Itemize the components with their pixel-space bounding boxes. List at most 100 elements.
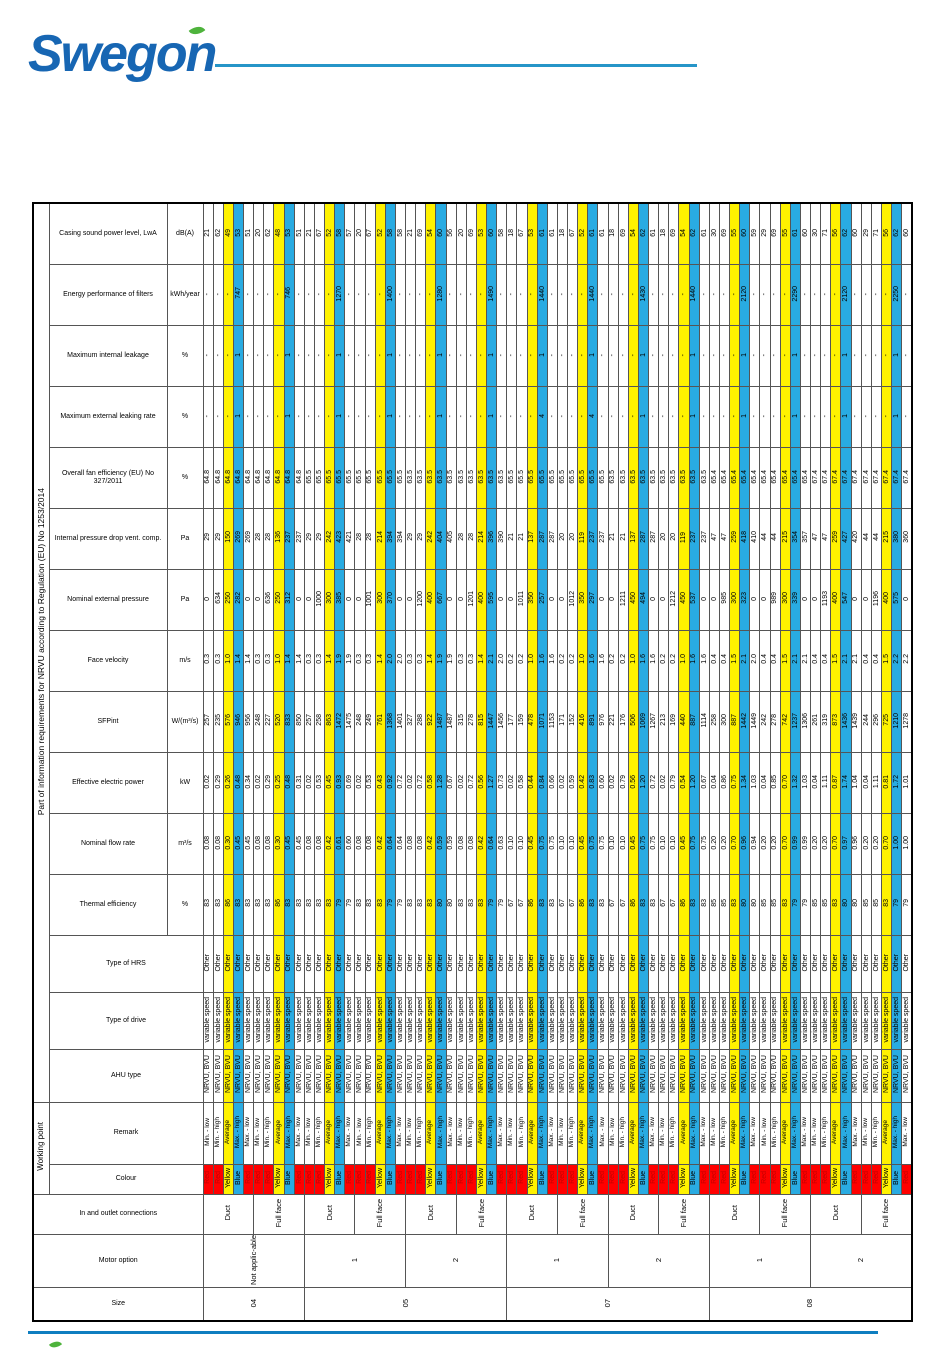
stripe-cell-mi: - xyxy=(526,324,538,387)
stripe-cell-sfp: 258 xyxy=(708,690,720,753)
stripe-cell-fe: 67.4 xyxy=(860,446,872,509)
band-row-np: Nominal external pressure Pa 0 634 250 282 0 0 6… xyxy=(33,568,913,631)
stripe-cell-ip: 360 xyxy=(901,507,913,570)
stripe-cell-ip: 21 xyxy=(607,507,619,570)
stripe-cell-me: 1 xyxy=(435,385,447,448)
stripe-cell-ahu: NRVU, BVU xyxy=(496,1048,508,1103)
stripe-cell-me: - xyxy=(809,385,822,448)
stripe-cell-casing: 18 xyxy=(658,202,670,265)
stripe-cell-pw: 0.79 xyxy=(617,751,629,814)
stripe-cell-fe: 67.4 xyxy=(820,446,832,509)
conn-cell: Duct xyxy=(303,1193,356,1235)
stripe-cell-drive: variable speed xyxy=(880,991,893,1050)
stripe-cell-remark: Max. - high xyxy=(232,1101,245,1165)
stripe-cell-fv: 1.6 xyxy=(688,629,700,692)
stripe-cell-ahu: NRVU, BVU xyxy=(212,1048,224,1103)
stripe-cell-ip: 47 xyxy=(718,507,731,570)
stripe-cell-te: 83 xyxy=(830,873,842,936)
colour-cell: Red xyxy=(445,1163,457,1195)
stripe-cell-fe: 65.4 xyxy=(779,446,791,509)
stripe-cell-energy: 1440 xyxy=(587,263,599,326)
colour-cell: Yellow xyxy=(526,1163,538,1195)
stripe-cell-hrs: Other xyxy=(232,934,245,993)
stripe-cell-sfp: 1442 xyxy=(739,690,751,753)
stripe-cell-fl: 0.20 xyxy=(809,812,822,875)
stripe-cell-fe: 64.8 xyxy=(273,446,285,509)
stripe-cell-sfp: 288 xyxy=(415,690,427,753)
stripe-cell-pw: 0.58 xyxy=(516,751,528,814)
stripe-cell-drive: variable speed xyxy=(708,991,720,1050)
stripe-cell-remark: Min. - low xyxy=(506,1101,518,1165)
stripe-cell-energy: - xyxy=(718,263,731,326)
stripe-cell-fv: 2.0 xyxy=(496,629,508,692)
stripe-cell-casing: 54 xyxy=(627,202,639,265)
stripe-cell-energy: - xyxy=(769,263,781,326)
colour-cell: Red xyxy=(364,1163,376,1195)
stripe-cell-sfp: 1368 xyxy=(384,690,396,753)
stripe-cell-pw: 1.11 xyxy=(820,751,832,814)
stripe-cell-fe: 64.8 xyxy=(283,446,295,509)
stripe-cell-me: - xyxy=(850,385,862,448)
stripe-cell-mi: - xyxy=(212,324,224,387)
stripe-cell-energy: - xyxy=(759,263,771,326)
stripe-cell-me: - xyxy=(425,385,437,448)
stripe-cell-hrs: Other xyxy=(870,934,882,993)
stripe-cell-hrs: Other xyxy=(313,934,326,993)
stripe-cell-energy: - xyxy=(354,263,366,326)
stripe-cell-fl: 0.63 xyxy=(496,812,508,875)
stripe-cell-drive: variable speed xyxy=(739,991,751,1050)
stripe-cell-fv: 0.4 xyxy=(860,629,872,692)
colour-cell: Red xyxy=(394,1163,407,1195)
stripe-cell-fe: 65.5 xyxy=(323,446,336,509)
band-row-te: Thermal efficiency% 83 83 86 83 83 83 83 86 83 83 8… xyxy=(33,873,913,936)
stripe-cell-te: 79 xyxy=(901,873,913,936)
stripe-cell-me: - xyxy=(415,385,427,448)
conn-cell: Duct xyxy=(405,1193,457,1235)
stripe-cell-sfp: 1449 xyxy=(749,690,761,753)
stripe-cell-np: 0 xyxy=(344,568,356,631)
stripe-cell-te: 83 xyxy=(698,873,710,936)
stripe-cell-sfp: 863 xyxy=(323,690,336,753)
stripe-cell-fv: 0.2 xyxy=(506,629,518,692)
stripe-cell-energy: - xyxy=(445,263,457,326)
stripe-cell-me: 1 xyxy=(688,385,700,448)
stripe-cell-fe: 65.5 xyxy=(546,446,558,509)
stripe-cell-te: 83 xyxy=(637,873,650,936)
stripe-cell-remark: Max. - high xyxy=(840,1101,852,1165)
stripe-cell-hrs: Other xyxy=(536,934,548,993)
stripe-cell-te: 80 xyxy=(840,873,852,936)
stripe-cell-fl: 0.99 xyxy=(789,812,801,875)
stripe-cell-me: - xyxy=(303,385,315,448)
stripe-cell-ip: 405 xyxy=(445,507,457,570)
stripe-cell-remark: Min. - low xyxy=(759,1101,771,1165)
stripe-cell-mi: - xyxy=(475,324,488,387)
stripe-cell-mi: - xyxy=(678,324,690,387)
stripe-cell-fl: 0.75 xyxy=(647,812,660,875)
band-row-fl: Nominal flow rate m³/s 0.08 0.08 0.30 0.45 0.4… xyxy=(33,812,913,875)
stripe-cell-mi: - xyxy=(344,324,356,387)
band-row-size: Size 04 05 07 08 xyxy=(32,1286,913,1322)
stripe-cell-casing: 62 xyxy=(840,202,852,265)
stripe-cell-np: 400 xyxy=(880,568,893,631)
stripe-cell-ahu: NRVU, BVU xyxy=(334,1048,346,1103)
stripe-cell-ip: 20 xyxy=(566,507,579,570)
stripe-cell-fe: 64.8 xyxy=(242,446,255,509)
stripe-cell-remark: Average xyxy=(425,1101,437,1165)
stripe-cell-fv: 2.2 xyxy=(890,629,903,692)
stripe-cell-pw: 0.02 xyxy=(607,751,619,814)
band-unit-fv: m/s xyxy=(166,629,204,692)
stripe-cell-casing: 71 xyxy=(870,202,882,265)
stripe-cell-remark: Min. - low xyxy=(455,1101,467,1165)
stripe-cell-drive: variable speed xyxy=(242,991,255,1050)
stripe-cell-fe: 63.5 xyxy=(475,446,488,509)
stripe-cell-remark: Max. - high xyxy=(637,1101,650,1165)
stripe-cell-remark: Average xyxy=(577,1101,589,1165)
stripe-cell-remark: Average xyxy=(374,1101,386,1165)
stripe-cell-fv: 2.1 xyxy=(739,629,751,692)
stripe-cell-sfp: 478 xyxy=(526,690,538,753)
stripe-cell-mi: - xyxy=(820,324,832,387)
stripe-cell-fl: 0.70 xyxy=(779,812,791,875)
stripe-cell-fl: 0.08 xyxy=(415,812,427,875)
stripe-cell-ip: 214 xyxy=(475,507,488,570)
stripe-cell-pw: 0.93 xyxy=(334,751,346,814)
